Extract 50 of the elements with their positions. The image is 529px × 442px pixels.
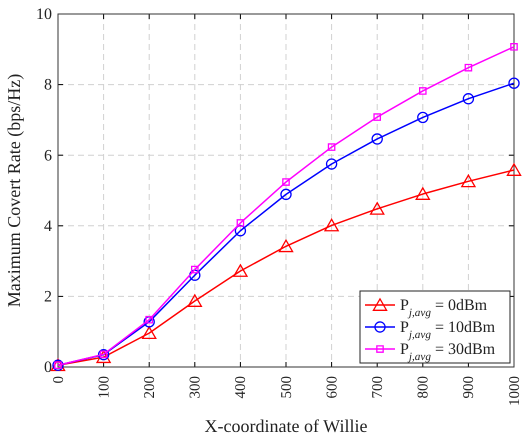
- legend-label: P$_{j,avg}$ = 10dBm: [400, 319, 496, 341]
- x-tick-label: 700: [370, 376, 386, 398]
- point: [188, 294, 202, 307]
- y-tick-label: 4: [44, 218, 52, 235]
- x-tick-label: 0: [50, 376, 67, 384]
- point: [233, 264, 248, 277]
- y-axis-title: Maximum Covert Rate (bps/Hz): [4, 74, 24, 308]
- point: [280, 188, 292, 200]
- x-axis-title: X-coordinate of Willie: [204, 416, 368, 436]
- x-tick-label: 100: [96, 376, 112, 398]
- point: [234, 225, 246, 236]
- point: [462, 93, 474, 104]
- point: [372, 133, 383, 145]
- legend-label: P$_{j,avg}$ = 30dBm: [400, 341, 496, 363]
- y-tick-label: 2: [44, 288, 52, 306]
- legend-label: P$_{j,avg}$ = 0dBm: [400, 297, 488, 319]
- x-tick-label: 500: [278, 376, 295, 398]
- y-tick-label: 6: [44, 147, 52, 164]
- x-tick-label: 800: [416, 376, 432, 398]
- point: [508, 78, 520, 89]
- point: [328, 143, 336, 151]
- point: [510, 43, 518, 51]
- point: [145, 316, 154, 324]
- y-tick-label: 0: [44, 359, 52, 376]
- point: [326, 158, 338, 170]
- point: [506, 163, 522, 176]
- x-tick-label: 400: [233, 376, 250, 398]
- point: [278, 240, 294, 252]
- point: [236, 219, 244, 227]
- x-tick-label: 300: [188, 376, 204, 398]
- point: [144, 316, 155, 328]
- point: [370, 202, 384, 215]
- point: [142, 326, 156, 340]
- point: [416, 187, 430, 200]
- point: [417, 112, 428, 124]
- point: [190, 266, 199, 274]
- point: [418, 87, 427, 95]
- y-tick-label: 10: [36, 6, 52, 24]
- x-tick-label: 900: [461, 376, 478, 398]
- point: [461, 174, 476, 188]
- point: [282, 178, 290, 186]
- point: [324, 218, 339, 232]
- point: [373, 113, 382, 121]
- x-tick-label: 600: [324, 376, 340, 398]
- y-tick-label: 8: [44, 76, 52, 94]
- point: [189, 270, 200, 281]
- point: [464, 64, 472, 72]
- x-tick-label: 1000: [506, 376, 523, 406]
- point: [96, 350, 111, 364]
- x-tick-label: 200: [142, 376, 158, 398]
